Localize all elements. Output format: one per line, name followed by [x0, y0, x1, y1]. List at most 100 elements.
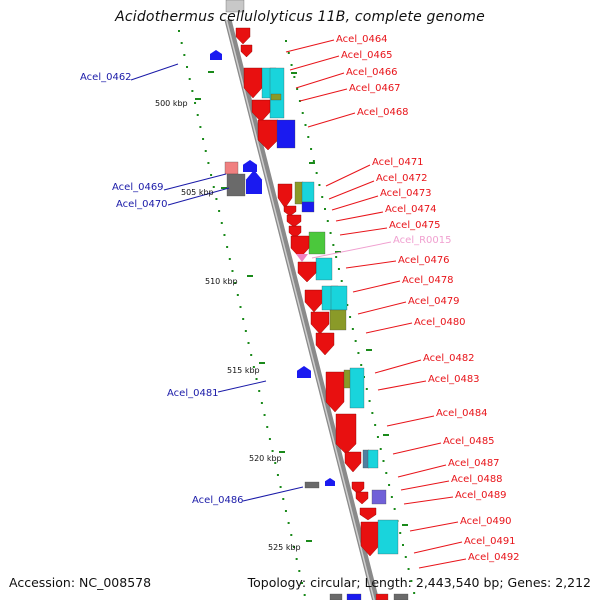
gene-label[interactable]: Acel_0478 — [402, 275, 454, 286]
gene-label[interactable]: Acel_0487 — [448, 458, 500, 469]
leader-line — [217, 380, 267, 393]
gc-dot — [351, 328, 354, 330]
gene-arrow — [310, 311, 330, 335]
gc-dot — [385, 472, 388, 474]
gc-dot — [332, 244, 335, 246]
gene-label[interactable]: Acel_0471 — [372, 157, 424, 168]
leader-line — [130, 63, 179, 81]
gc-dot — [268, 438, 271, 440]
gc-dot — [234, 282, 237, 284]
gene-label[interactable]: Acel_0466 — [346, 67, 398, 78]
gc-dash — [306, 540, 312, 542]
kbp-tick-label: 515 kbp — [227, 366, 260, 375]
gene-label[interactable]: Acel_0472 — [376, 173, 428, 184]
gc-dot — [368, 400, 371, 402]
gc-dot — [404, 556, 407, 558]
gc-dash — [402, 524, 408, 526]
gene-arrow — [315, 332, 335, 356]
gene-label[interactable]: Acel_0469 — [112, 182, 164, 193]
gc-dot — [226, 246, 229, 248]
gene-label[interactable]: Acel_0474 — [385, 204, 437, 215]
gc-dot — [178, 30, 180, 32]
gene-label[interactable]: Acel_0480 — [414, 317, 466, 328]
gene-label[interactable]: Acel_0481 — [167, 388, 219, 399]
gene-label[interactable]: Acel_0468 — [357, 107, 409, 118]
gene-label[interactable]: Acel_0462 — [80, 72, 132, 83]
gene-block — [269, 67, 285, 119]
gene-label[interactable]: Acel_0470 — [116, 199, 168, 210]
gene-label[interactable]: Acel_0476 — [398, 255, 450, 266]
gene-label[interactable]: Acel_0465 — [341, 50, 393, 61]
gene-block — [308, 231, 326, 255]
gene-labels: Acel_0462 Acel_0464 Acel_0465 Acel_0466 Acel… — [80, 34, 520, 563]
kbp-tick-label: 510 kbp — [205, 277, 238, 286]
gc-dash — [208, 71, 214, 73]
gene-label[interactable]: Acel_0467 — [349, 83, 401, 94]
gene-label[interactable]: Acel_0488 — [451, 474, 503, 485]
gene-block — [330, 285, 348, 311]
gene-block — [367, 449, 379, 469]
leader-line — [325, 164, 371, 187]
gc-dot — [220, 222, 223, 224]
gc-dot — [236, 294, 239, 296]
gene-label[interactable]: Acel_0485 — [443, 436, 495, 447]
gc-dot — [402, 544, 404, 546]
gc-dot — [399, 532, 402, 534]
gene-arrow — [257, 119, 279, 151]
gene-label[interactable]: Acel_0492 — [468, 552, 520, 563]
gc-dot — [282, 498, 285, 500]
gene-label[interactable]: Acel_0489 — [455, 490, 507, 501]
gene-label[interactable]: Acel_0484 — [436, 408, 488, 419]
gc-dash — [247, 275, 253, 277]
gene-label[interactable]: Acel_R0015 — [393, 235, 452, 246]
gene-label[interactable]: Acel_0482 — [423, 353, 475, 364]
gc-dot — [223, 234, 226, 236]
gc-dot — [388, 484, 391, 486]
leader-line — [331, 195, 379, 211]
gc-dot — [285, 40, 287, 42]
gc-dot — [228, 258, 231, 260]
map-title: Acidothermus cellulolyticus 11B, complet… — [115, 9, 485, 25]
leader-line — [242, 486, 304, 502]
gene-block — [225, 0, 245, 13]
leader-line — [403, 496, 454, 505]
gene-label[interactable]: Acel_0475 — [389, 220, 441, 231]
leader-line — [163, 173, 227, 191]
gc-dot — [244, 330, 247, 332]
gc-dot — [287, 52, 290, 54]
gene-label[interactable]: Acel_0486 — [192, 495, 244, 506]
rna-arrow — [296, 254, 308, 262]
gene-arrow — [304, 289, 324, 313]
backbone-highlight — [225, 19, 375, 600]
gc-dot — [329, 232, 332, 234]
gene-arrow — [277, 183, 293, 209]
gene-label[interactable]: Acel_0464 — [336, 34, 388, 45]
gc-dot — [293, 76, 296, 78]
kbp-tick-label: 520 kbp — [249, 454, 282, 463]
gene-block — [276, 119, 296, 149]
gene-label[interactable]: Acel_0483 — [428, 374, 480, 385]
gc-dash — [259, 362, 265, 364]
gc-dot — [290, 64, 293, 66]
gene-label[interactable]: Acel_0491 — [464, 536, 516, 547]
leader-line — [295, 72, 345, 89]
feature-blocks — [210, 0, 409, 600]
gc-dash — [309, 162, 315, 164]
gc-dot — [260, 402, 263, 404]
gc-dot — [255, 378, 258, 380]
gc-dot — [252, 366, 255, 368]
gc-dash — [383, 434, 389, 436]
gc-dot — [379, 448, 382, 450]
leader-line — [299, 88, 348, 102]
gc-dot — [357, 352, 360, 354]
gene-arrow — [286, 214, 302, 228]
gene-label[interactable]: Acel_0490 — [460, 516, 512, 527]
gene-label[interactable]: Acel_0473 — [380, 188, 432, 199]
kbp-tick-label: 525 kbp — [268, 543, 301, 552]
gene-arrow — [240, 44, 253, 58]
gc-dot — [365, 388, 368, 390]
leader-line — [307, 112, 356, 128]
gene-label[interactable]: Acel_0479 — [408, 296, 460, 307]
gene-block — [301, 201, 315, 213]
